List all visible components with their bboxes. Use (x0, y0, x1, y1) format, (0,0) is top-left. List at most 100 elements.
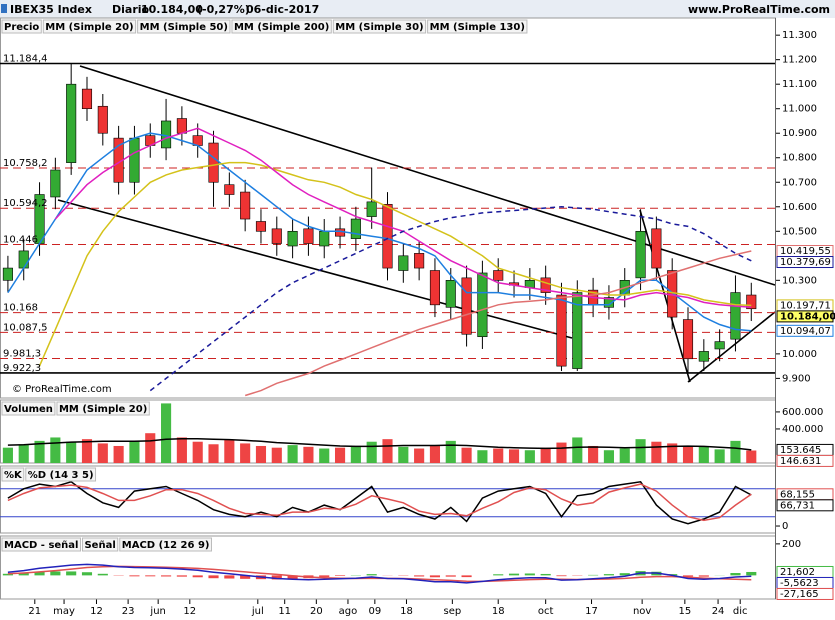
bar (730, 440, 741, 463)
legend-box (1, 537, 81, 552)
date: 06-dic-2017 (246, 3, 319, 16)
bar (271, 575, 282, 580)
y-tick-label: 11.100 (782, 79, 817, 90)
bar (603, 574, 614, 576)
value-label: 10.379,69 (780, 257, 831, 268)
x-tick-label: 11 (278, 606, 291, 617)
candle-body (129, 137, 140, 183)
series-line (38, 161, 752, 367)
legend-box (56, 401, 150, 416)
x-tick-label: 20 (310, 606, 323, 617)
bar (667, 443, 678, 463)
bar (461, 447, 472, 463)
series-line (149, 206, 752, 392)
site: www.ProRealTime.com (688, 3, 830, 16)
value-label-box (776, 324, 834, 337)
legend-box (1, 19, 42, 34)
value-label: -27,165 (780, 589, 819, 600)
bar (682, 575, 694, 577)
value-label-box (776, 256, 834, 269)
value-label-box (776, 454, 834, 467)
bar (540, 447, 551, 463)
bar (66, 571, 77, 576)
candle-body (66, 83, 77, 163)
candle-body (208, 142, 219, 183)
legend-box (42, 19, 137, 34)
bar (192, 575, 203, 578)
header-bar (0, 0, 835, 18)
legend-label: MM (Simple 30) (335, 22, 423, 33)
x-tick-label: dic (733, 606, 748, 617)
x-tick-label: 15 (678, 606, 691, 617)
candle-body (81, 88, 93, 110)
bar (508, 449, 520, 463)
candle-body (97, 105, 108, 134)
bar (461, 575, 472, 578)
legend-box (1, 401, 56, 416)
bar (208, 575, 219, 579)
bar (81, 572, 93, 576)
candle-body (303, 228, 314, 244)
bar (382, 439, 393, 463)
legend-label: MM (Simple 200) (234, 22, 329, 33)
legend-label: Señal (84, 540, 115, 551)
bar (129, 575, 140, 577)
x-tick-label: 23 (122, 606, 135, 617)
candle-body (682, 319, 694, 360)
bar (588, 445, 599, 463)
y-tick-label: 10.600 (782, 202, 817, 213)
series-line (7, 132, 752, 332)
series-line (7, 483, 752, 522)
candle-body (382, 204, 393, 269)
candle-body (493, 270, 504, 281)
y-tick-label: 10.700 (782, 177, 817, 188)
bar (730, 573, 741, 576)
bar (429, 445, 441, 463)
value-label-box (776, 587, 834, 600)
bar (208, 444, 219, 463)
bar (224, 575, 235, 579)
candle-body (287, 230, 298, 247)
bar (556, 575, 567, 577)
trend-down (639, 209, 691, 383)
candle-body (255, 221, 267, 232)
legend-label: %K (4, 470, 23, 481)
y-tick-label: 10.800 (782, 153, 817, 164)
candle-body (319, 230, 330, 247)
bar (145, 575, 156, 577)
bar (398, 446, 409, 463)
period: Diario (112, 3, 150, 16)
candle-body (366, 201, 377, 217)
candle-body (556, 294, 567, 367)
bar (477, 450, 488, 463)
legend-label: %D (14 3 5) (28, 470, 94, 481)
bar (651, 441, 662, 463)
x-tick-label: jul (251, 606, 264, 617)
copyright: © ProRealTime.com (12, 384, 112, 395)
value-label: 68,155 (780, 489, 815, 500)
bar (161, 575, 172, 577)
level-label: 10.594,2 (3, 198, 48, 209)
x-tick-label: 17 (585, 606, 598, 617)
plot-area (0, 62, 775, 397)
bar (34, 571, 45, 576)
bar (50, 437, 61, 463)
bar (524, 573, 535, 576)
bar (287, 575, 298, 579)
bar (414, 575, 425, 577)
legend-box (332, 19, 427, 34)
plot-area (2, 563, 757, 584)
legend-box (231, 19, 332, 34)
bar (176, 575, 187, 577)
bar (319, 575, 330, 577)
x-tick-label: 21 (28, 606, 41, 617)
series-line (7, 563, 752, 584)
candle-body (651, 228, 662, 269)
bar (350, 445, 361, 463)
candle-body (18, 250, 29, 269)
bar (240, 443, 251, 463)
candle-body (714, 341, 725, 350)
bar (508, 573, 520, 576)
y-tick-label: 400.000 (782, 424, 823, 435)
